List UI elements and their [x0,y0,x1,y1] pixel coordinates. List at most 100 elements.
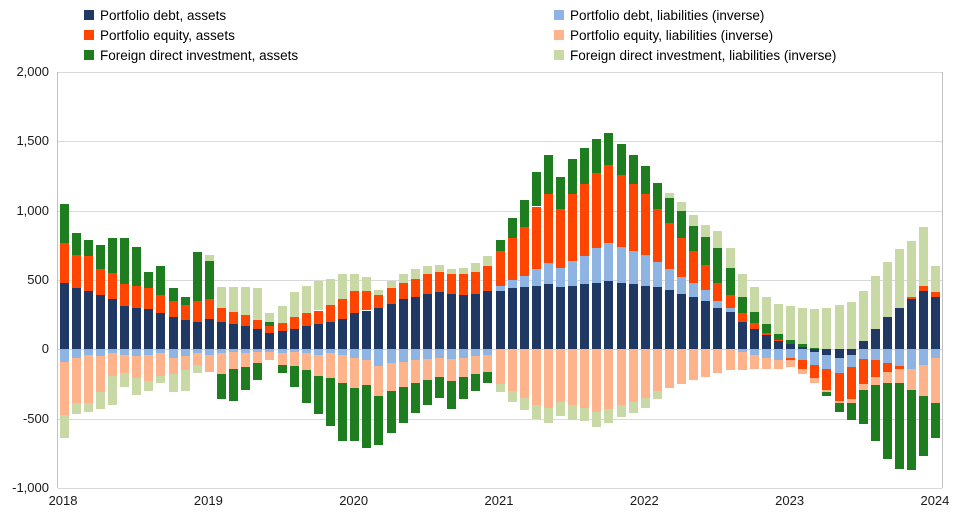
bar-segment [180,349,190,357]
bar-segment [568,159,578,195]
bar-segment [786,339,796,344]
bar-segment [701,224,711,237]
bar-segment [628,402,638,414]
bar-segment [543,263,553,285]
legend-item-fdi-assets: Foreign direct investment, assets [84,48,554,63]
bar-segment [907,389,917,470]
bar-segment [677,293,687,350]
bar-segment [241,314,251,326]
bar-segment [640,166,650,194]
bar-segment [362,349,372,361]
bar-segment [774,341,784,350]
bar-segment [543,349,553,408]
bar-segment [737,274,747,297]
bar-segment [253,349,263,353]
bar-segment [725,311,735,350]
bar-segment [120,354,130,373]
bar-segment [507,288,517,350]
bar-segment [677,202,687,211]
bar-segment [107,353,117,376]
bar-segment [59,361,69,415]
bar-segment [144,354,154,382]
bar-segment [543,194,553,264]
bar-segment [883,261,892,318]
bar-segment [689,214,699,226]
bar-segment [71,255,81,289]
bar-segment [870,275,880,329]
bar-segment [616,144,626,175]
bar-segment [652,261,662,287]
bar-segment [846,354,856,368]
bar-segment [434,271,444,293]
x-axis-tick-label: 2019 [193,493,223,508]
bar-segment [338,349,348,355]
bar-segment [931,292,941,297]
bar-segment [616,282,626,350]
bar-segment [907,368,917,390]
bar-segment [556,267,566,287]
bar-segment [132,246,142,286]
bar-segment [592,349,602,412]
bar-segment [180,296,190,305]
bar-segment [459,357,469,378]
bar-segment [580,284,590,350]
bar-segment [447,274,457,294]
bar-segment [895,365,905,369]
bar-segment [338,354,348,383]
bar-segment [822,392,832,397]
legend-item-portfolio-equity-assets: Portfolio equity, assets [84,28,554,43]
bar-segment [919,349,929,365]
bar-segment [71,232,81,256]
bar-segment [774,360,784,369]
bar-segment [822,307,832,350]
bar-segment [204,299,214,319]
bar-segment [398,282,408,300]
bar-segment [434,377,444,398]
bar-segment [265,325,275,333]
bar-segment [749,311,759,323]
bar-segment [701,300,711,350]
bar-segment [858,291,868,341]
bar-segment [507,217,517,239]
bar-segment [737,296,747,314]
bar-segment [471,293,481,350]
bar-segment [592,282,602,350]
x-axis-tick-label: 2024 [920,493,950,508]
bar-segment [410,349,420,361]
bar-segment [652,286,662,350]
bar-segment [459,267,469,275]
gridline [58,488,942,489]
gridline [58,72,942,73]
bar-segment [168,300,178,318]
bar-segment [568,404,578,421]
bar-segment [180,320,190,350]
bar-segment [410,278,420,297]
bar-segment [713,231,723,249]
bar-segment [846,367,856,400]
bar-segment [507,280,517,289]
bar-segment [531,349,541,405]
bar-segment [471,263,481,272]
bar-segment [810,309,820,348]
bar-segment [265,352,275,361]
bar-segment [870,385,880,441]
legend-label-portfolio-equity-assets: Portfolio equity, assets [100,27,235,43]
bar-segment [289,349,299,353]
bar-segment [761,332,771,336]
bar-segment [338,274,348,300]
bar-segment [120,238,130,285]
bar-segment [495,291,505,350]
bar-segment [858,341,868,350]
bar-segment [192,321,202,350]
bar-segment [616,349,626,405]
bar-segment [628,184,638,251]
bar-segment [289,292,299,318]
bar-segment [580,407,590,422]
bar-segment [325,349,335,354]
y-axis-tick-label: -1,000 [12,480,49,495]
bar-segment [846,403,856,421]
bar-segment [592,411,602,427]
bar-segment [665,223,675,269]
bar-segment [95,349,105,357]
bar-segment [289,328,299,350]
